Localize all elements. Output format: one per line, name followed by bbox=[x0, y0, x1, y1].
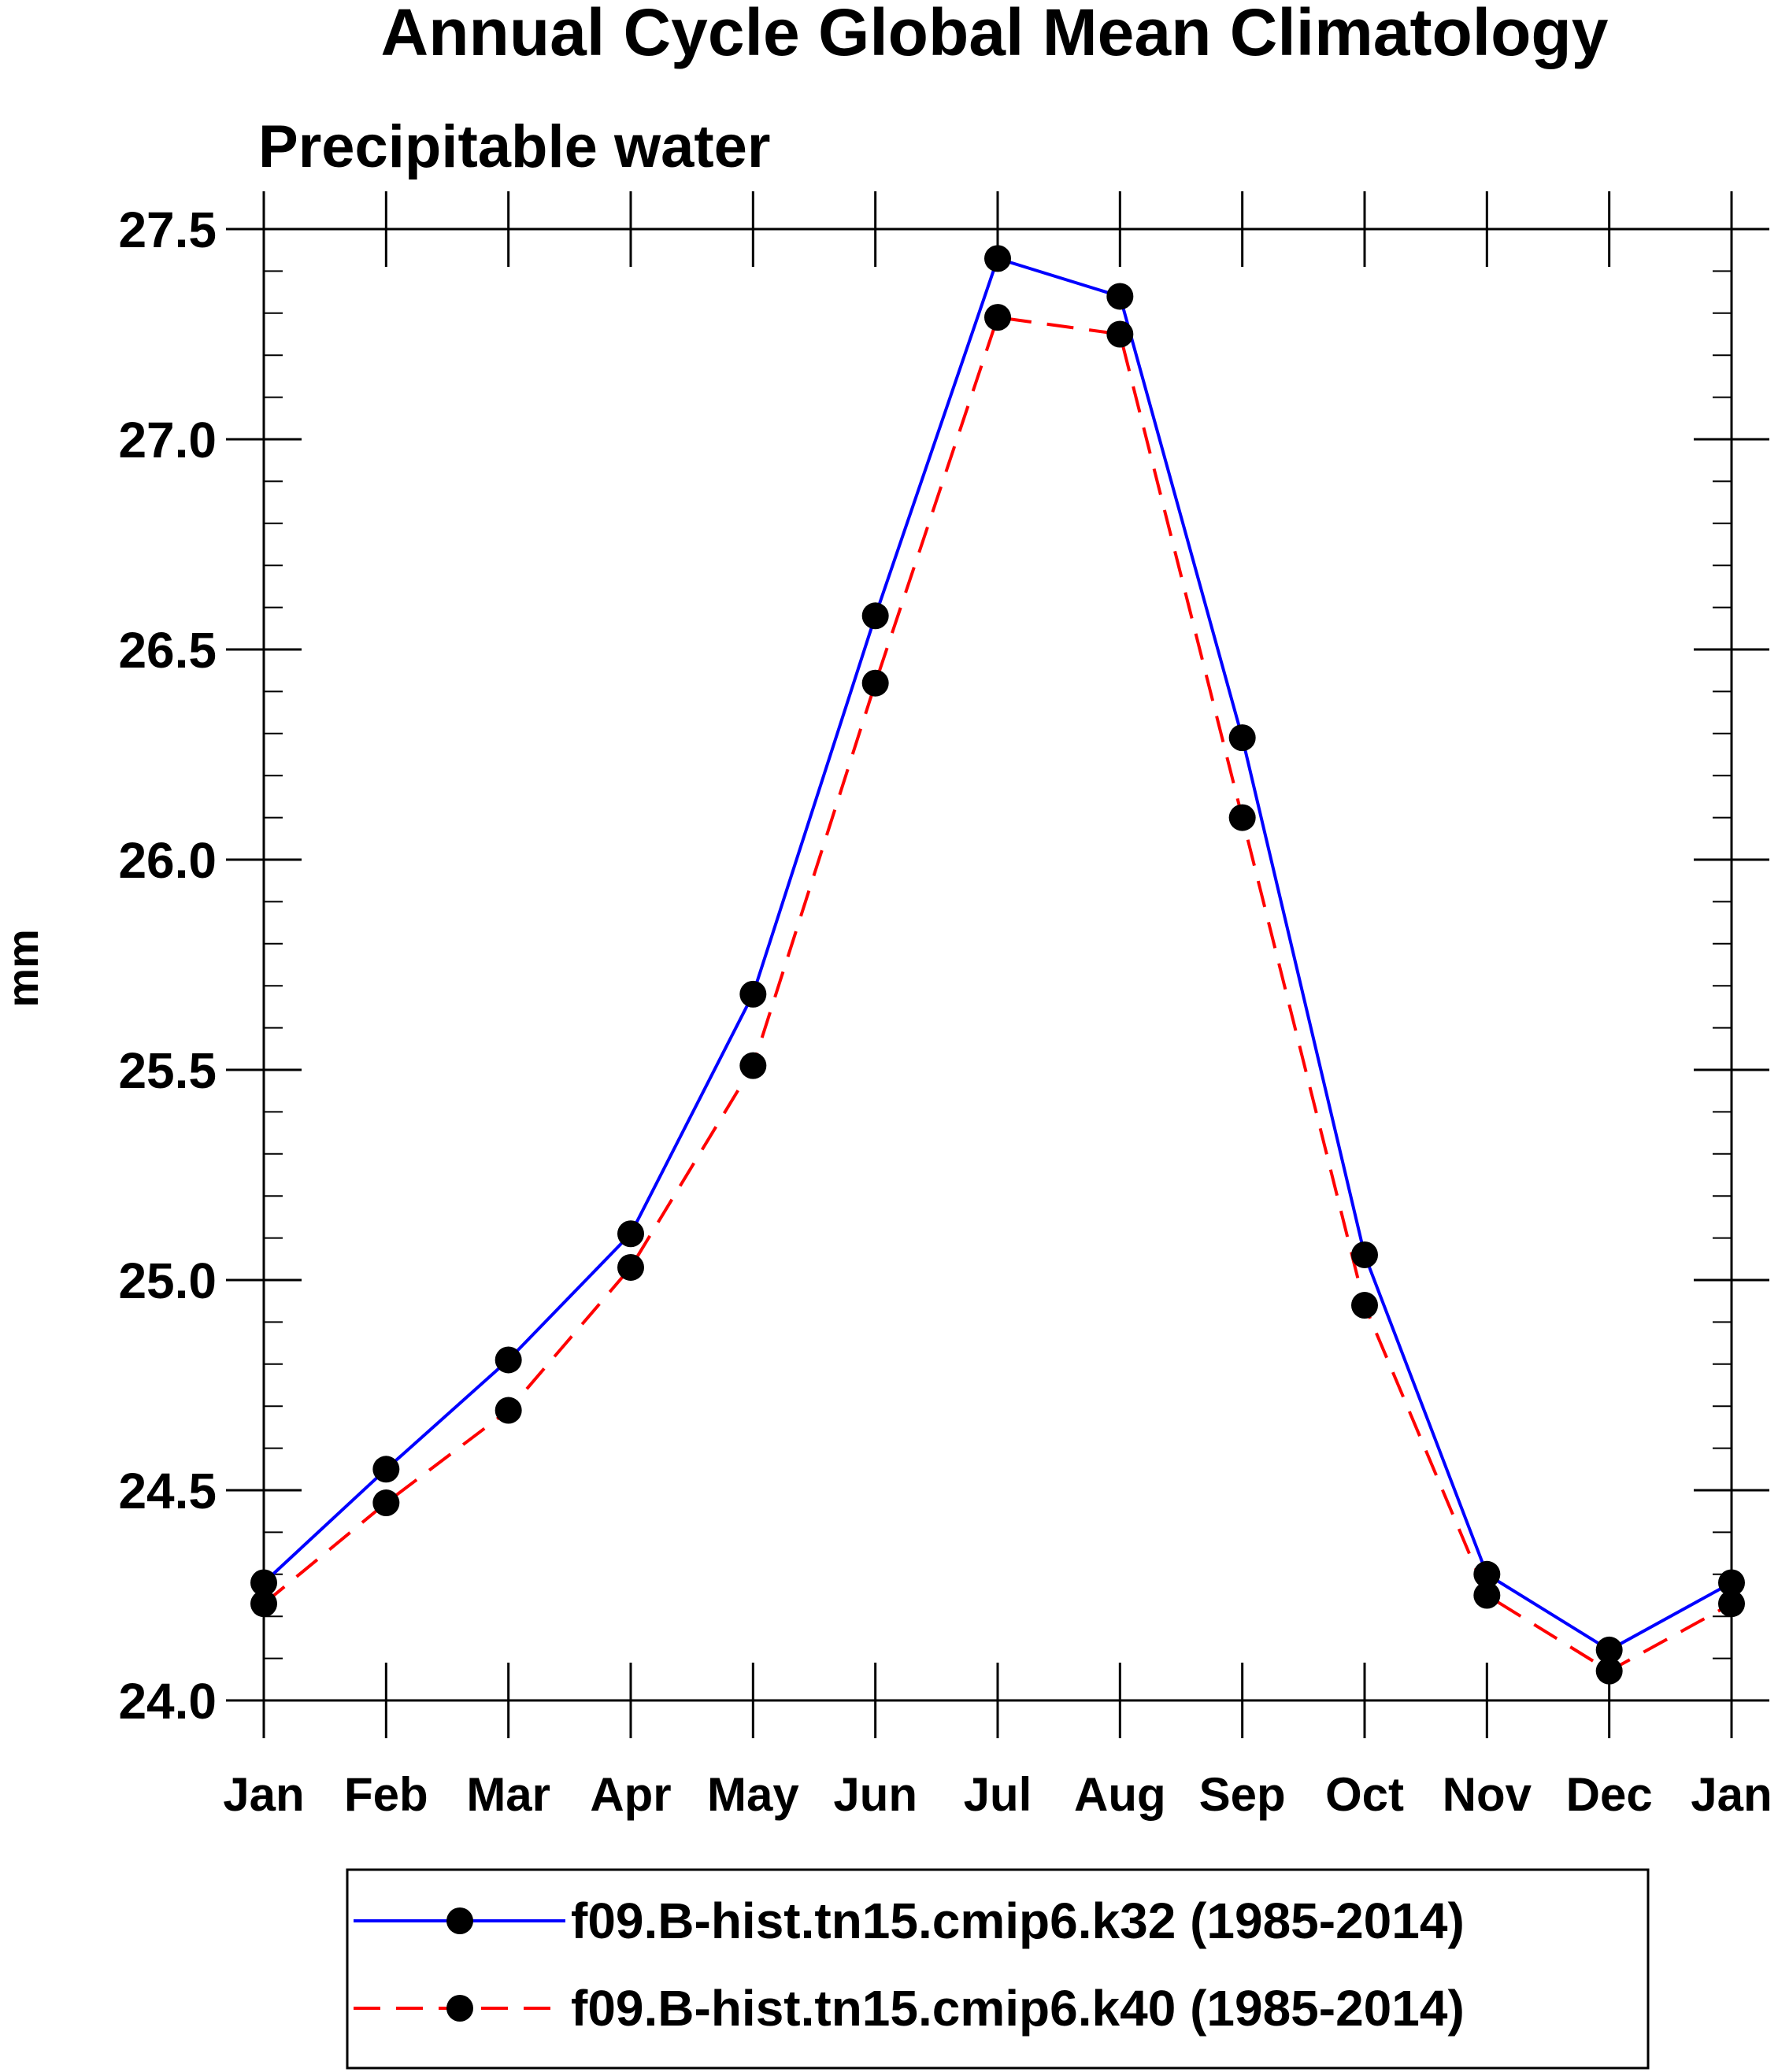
y-tick-label: 27.0 bbox=[118, 412, 217, 468]
legend-label-2: f09.B-hist.tn15.cmip6.k40 (1985-2014) bbox=[571, 1980, 1465, 2037]
chart-subtitle: Precipitable water bbox=[258, 113, 771, 180]
legend: f09.B-hist.tn15.cmip6.k32 (1985-2014) f0… bbox=[346, 1868, 1650, 2070]
series-2-point bbox=[861, 669, 889, 697]
chart-title: Annual Cycle Global Mean Climatology bbox=[381, 0, 1609, 69]
y-tick-label: 25.0 bbox=[118, 1252, 217, 1309]
series-1-point bbox=[739, 980, 767, 1008]
series-1-point bbox=[372, 1456, 400, 1483]
series-2-point bbox=[1228, 804, 1256, 831]
x-tick-label: Feb bbox=[344, 1768, 428, 1821]
series-1-point bbox=[495, 1346, 522, 1374]
series-1-point bbox=[984, 245, 1011, 272]
x-tick-label: Sep bbox=[1199, 1768, 1286, 1821]
series-2-point bbox=[495, 1397, 522, 1424]
x-tick-label: Jun bbox=[833, 1768, 917, 1821]
series-2-point bbox=[1351, 1292, 1378, 1319]
major-ticks bbox=[226, 191, 1769, 1738]
series-2-point bbox=[739, 1052, 767, 1079]
x-tick-label: Aug bbox=[1074, 1768, 1166, 1821]
legend-label-1: f09.B-hist.tn15.cmip6.k32 (1985-2014) bbox=[571, 1893, 1465, 1949]
series-2-point bbox=[984, 304, 1011, 331]
series-2-point bbox=[1473, 1582, 1501, 1609]
y-tick-label: 24.5 bbox=[118, 1463, 217, 1519]
series-2-point bbox=[1595, 1657, 1623, 1685]
series-1-point bbox=[1106, 283, 1134, 310]
y-tick-label: 24.0 bbox=[118, 1673, 217, 1730]
series-1-point bbox=[1228, 724, 1256, 752]
y-tick-label: 25.5 bbox=[118, 1042, 217, 1099]
y-tick-labels: 24.0 24.5 25.0 25.5 26.0 26.5 27.0 27.5 bbox=[118, 202, 217, 1730]
y-axis-label: mm bbox=[0, 929, 47, 1008]
plot-frame bbox=[262, 228, 1733, 1702]
series-line-1 bbox=[262, 256, 1732, 1652]
legend-marker-2 bbox=[446, 1995, 473, 2022]
x-tick-label: Jan bbox=[1691, 1768, 1772, 1821]
series-2-point bbox=[372, 1489, 400, 1517]
legend-marker-1 bbox=[446, 1907, 473, 1934]
series-layer bbox=[250, 245, 1745, 1685]
series-1-point bbox=[1351, 1241, 1378, 1268]
y-tick-label: 27.5 bbox=[118, 202, 217, 258]
series-1-point bbox=[1473, 1560, 1501, 1588]
series-1-point bbox=[861, 602, 889, 630]
series-1-point bbox=[1595, 1636, 1623, 1663]
y-tick-label: 26.0 bbox=[118, 832, 217, 889]
x-tick-label: Apr bbox=[590, 1768, 671, 1821]
series-2-point bbox=[617, 1253, 644, 1281]
y-tick-label: 26.5 bbox=[118, 622, 217, 679]
x-tick-label: May bbox=[707, 1768, 799, 1821]
x-tick-label: Dec bbox=[1566, 1768, 1653, 1821]
x-tick-label: Jul bbox=[964, 1768, 1032, 1821]
minor-ticks bbox=[264, 270, 1732, 1659]
x-tick-labels: Jan Feb Mar Apr May Jun Jul Aug Sep Oct Nov Dec Jan bbox=[223, 1768, 1772, 1821]
legend-entry-1: f09.B-hist.tn15.cmip6.k32 (1985-2014) bbox=[354, 1893, 1465, 1949]
legend-entry-2: f09.B-hist.tn15.cmip6.k40 (1985-2014) bbox=[354, 1980, 1465, 2037]
x-tick-label: Mar bbox=[466, 1768, 550, 1821]
series-2-point bbox=[1106, 320, 1134, 348]
series-line-2 bbox=[262, 315, 1732, 1673]
x-tick-label: Jan bbox=[223, 1768, 304, 1821]
series-1-point bbox=[617, 1220, 644, 1248]
x-tick-label: Oct bbox=[1325, 1768, 1404, 1821]
x-tick-label: Nov bbox=[1443, 1768, 1532, 1821]
legend-box bbox=[346, 1868, 1650, 2070]
